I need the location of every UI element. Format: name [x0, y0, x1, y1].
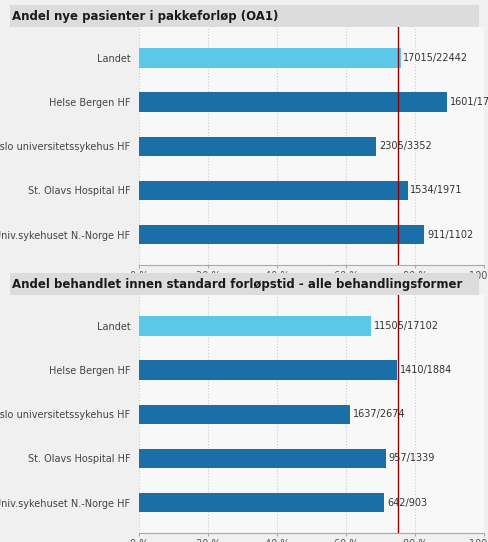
Text: 1637/2674: 1637/2674	[352, 409, 405, 420]
Text: 2305/3352: 2305/3352	[378, 141, 431, 151]
Text: 17015/22442: 17015/22442	[403, 53, 468, 63]
Text: 957/1339: 957/1339	[388, 454, 434, 463]
Bar	[139, 93, 446, 112]
Text: 911/1102: 911/1102	[426, 230, 472, 240]
Text: Andel nye pasienter i pakkeforløp (OA1): Andel nye pasienter i pakkeforløp (OA1)	[12, 10, 278, 23]
Bar	[139, 404, 350, 424]
Bar	[139, 137, 376, 156]
Bar	[139, 48, 400, 68]
Text: Andel behandlet innen standard forløpstid - alle behandlingsformer: Andel behandlet innen standard forløpsti…	[12, 278, 462, 291]
Bar	[139, 449, 385, 468]
Text: 1601/1794: 1601/1794	[449, 98, 488, 107]
Text: 642/903: 642/903	[386, 498, 427, 507]
Bar	[139, 360, 397, 380]
Bar	[139, 224, 424, 244]
Text: 1534/1971: 1534/1971	[409, 185, 462, 196]
Text: 1410/1884: 1410/1884	[399, 365, 451, 376]
Text: 11505/17102: 11505/17102	[373, 321, 438, 331]
Bar	[139, 493, 384, 513]
Bar	[139, 317, 370, 336]
Bar	[139, 180, 407, 201]
